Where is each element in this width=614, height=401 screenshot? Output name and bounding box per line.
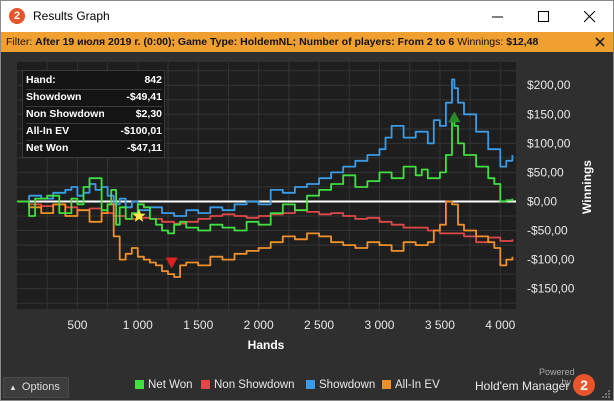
legend-label: All-In EV [395,379,440,391]
x-tick-label: 1 500 [183,318,213,332]
caret-up-icon: ▲ [9,383,17,392]
y-tick-label: $150,00 [527,107,571,121]
legend-label: Non Showdown [214,379,295,391]
close-icon [584,11,596,23]
stat-divider [26,106,162,107]
stat-row-hand: Hand: 842 [26,73,162,89]
legend-swatch [382,380,391,389]
y-tick-label: $50,00 [527,165,564,179]
x-tick-label: 500 [67,318,87,332]
filter-bar: Filter: After 19 июля 2019 г. (0:00); Ga… [1,32,613,52]
stat-value: $2,30 [135,108,162,120]
x-tick-label: 2 000 [244,318,274,332]
y-tick-label: $200,00 [527,78,571,92]
y-tick-label: $0,00 [527,194,557,208]
stat-divider [26,140,162,141]
x-tick-label: 1 000 [123,318,153,332]
stat-value: -$47,11 [126,142,162,154]
stat-row-all-in-ev: All-In EV -$100,01 [26,124,162,140]
x-tick-label: 4 000 [485,318,515,332]
filter-close-icon[interactable] [594,36,606,48]
powered-by-text: Powered by [539,367,575,387]
minimize-button[interactable] [475,1,521,32]
legend-item-non-showdown[interactable]: Non Showdown [201,379,295,391]
legend-item-all-in-ev[interactable]: All-In EV [382,379,440,391]
series-line-net-won [17,116,514,235]
stat-value: -$100,01 [120,125,162,137]
star-marker [132,209,146,222]
window-title: Results Graph [33,9,110,23]
legend-label: Net Won [148,379,193,391]
hand-stats-tooltip: Hand: 842 Showdown -$49,41 Non Showdown … [22,70,165,158]
stat-label: All-In EV [26,125,70,137]
x-tick-label: 2 500 [304,318,334,332]
y-tick-label: -$50,00 [527,224,568,238]
minimize-icon [492,16,503,18]
y-axis-title: Winnings [580,160,594,214]
legend-item-showdown[interactable]: Showdown [306,379,375,391]
app-icon: 2 [9,8,25,24]
stat-divider [26,89,162,90]
y-tick-label: -$150,00 [527,282,575,296]
winnings-label: Winnings: [457,36,504,48]
stat-label: Hand: [26,74,56,86]
bottom-bar: ▲ Options Net Won Non Showdown Showdown A… [1,374,613,400]
legend-swatch [306,380,315,389]
winnings-value: $12,48 [506,36,539,48]
stat-label: Showdown [26,91,82,103]
filter-label: Filter: [6,36,33,48]
resize-grip-icon[interactable] [601,389,611,399]
triangle-up-marker [448,111,461,123]
legend-swatch [135,380,144,389]
triangle-down-marker [165,257,178,269]
legend-swatch [201,380,210,389]
filter-description: After 19 июля 2019 г. (0:00); Game Type:… [35,36,455,48]
holdem-manager-logo: 2 [573,374,595,396]
maximize-button[interactable] [521,1,567,32]
series-line-all-in-ev [17,200,514,278]
stat-label: Net Won [26,142,69,154]
brand-name: Hold'em Manager [475,379,570,393]
y-tick-label: -$100,00 [527,253,575,267]
stat-row-showdown: Showdown -$49,41 [26,90,162,106]
legend-label: Showdown [319,379,376,391]
maximize-icon [538,11,549,22]
series-line-showdown [17,78,514,217]
y-tick-label: $100,00 [527,136,571,150]
stat-divider [26,123,162,124]
stat-value: 842 [144,74,162,86]
stat-row-net-won: Net Won -$47,11 [26,141,162,157]
stat-row-non-showdown: Non Showdown $2,30 [26,107,162,123]
legend-item-net-won[interactable]: Net Won [135,379,193,391]
options-label: Options [21,381,60,393]
stat-label: Non Showdown [26,108,104,120]
options-button[interactable]: ▲ Options [3,377,69,398]
close-button[interactable] [567,1,613,32]
stat-value: -$49,41 [126,91,162,103]
x-axis-title: Hands [248,338,285,352]
title-bar[interactable]: 2 Results Graph [1,1,613,32]
x-tick-label: 3 500 [425,318,455,332]
x-tick-label: 3 000 [364,318,394,332]
